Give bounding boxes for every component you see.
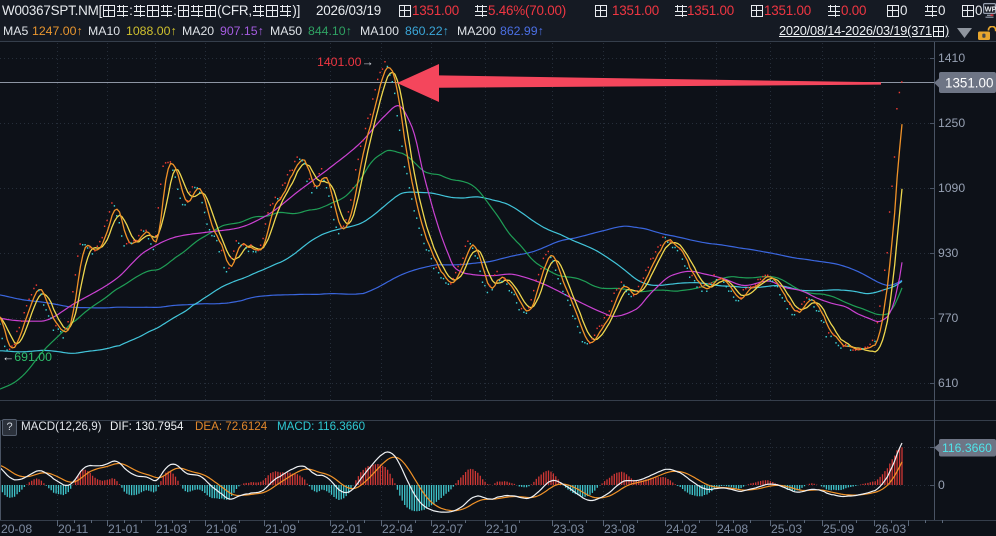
svg-text:116.3660: 116.3660 (942, 441, 992, 455)
svg-text:24-08: 24-08 (717, 522, 748, 536)
svg-text:22-01: 22-01 (331, 522, 362, 536)
svg-text:770: 770 (938, 311, 959, 325)
svg-text:21-06: 21-06 (206, 522, 237, 536)
svg-text:22-10: 22-10 (486, 522, 517, 536)
svg-text:1250: 1250 (938, 116, 965, 130)
svg-text:930: 930 (938, 246, 959, 260)
svg-text:22-04: 22-04 (382, 522, 413, 536)
svg-text:WP: WP (985, 5, 996, 14)
svg-text:20-11: 20-11 (58, 522, 88, 536)
svg-text:26-03: 26-03 (875, 522, 906, 536)
svg-text:1090: 1090 (938, 181, 965, 195)
svg-text:1410: 1410 (938, 51, 965, 65)
svg-text:22-07: 22-07 (432, 522, 463, 536)
svg-text:24-02: 24-02 (666, 522, 697, 536)
svg-text:23-08: 23-08 (604, 522, 635, 536)
svg-text:21-03: 21-03 (156, 522, 187, 536)
svg-text:21-09: 21-09 (265, 522, 296, 536)
svg-text:0: 0 (938, 478, 945, 492)
svg-text:25-03: 25-03 (771, 522, 802, 536)
svg-text:20-08: 20-08 (1, 522, 32, 536)
svg-text:25-09: 25-09 (823, 522, 854, 536)
svg-text:21-01: 21-01 (108, 522, 139, 536)
svg-text:1351.00: 1351.00 (945, 76, 993, 91)
svg-text:610: 610 (938, 376, 959, 390)
svg-text:23-03: 23-03 (553, 522, 584, 536)
